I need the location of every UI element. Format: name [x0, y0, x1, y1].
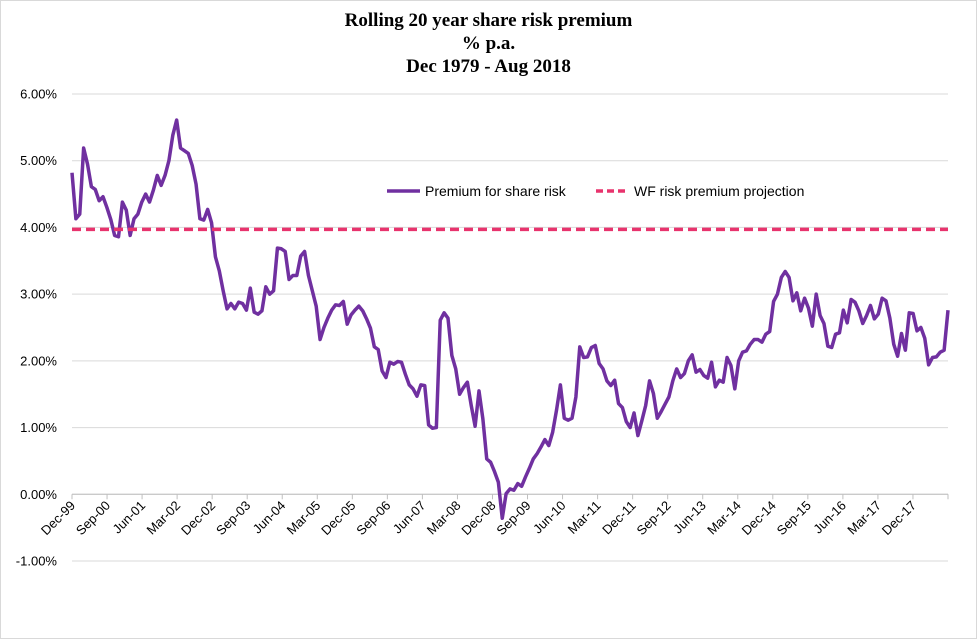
y-tick-label: 4.00% — [20, 220, 57, 235]
x-tick-label: Dec-14 — [739, 498, 779, 538]
legend-label-wf-projection: WF risk premium projection — [634, 183, 804, 199]
legend-label-premium: Premium for share risk — [425, 183, 567, 199]
x-axis: Dec-99Sep-00Jun-01Mar-02Dec-02Sep-03Jun-… — [38, 493, 949, 538]
x-tick-label: Dec-05 — [318, 498, 358, 538]
chart-title: Rolling 20 year share risk premium — [344, 10, 633, 31]
x-tick-label: Dec-99 — [38, 498, 78, 538]
x-tick-label: Jun-04 — [250, 498, 289, 537]
x-tick-label: Dec-11 — [599, 498, 639, 538]
x-tick-label: Dec-17 — [879, 498, 919, 538]
x-tick-label: Mar-02 — [144, 498, 184, 538]
x-tick-label: Mar-17 — [844, 498, 884, 538]
chart-subtitle: % p.a. — [461, 33, 516, 54]
chart-period: Dec 1979 - Aug 2018 — [406, 56, 571, 77]
legend: Premium for share risk WF risk premium p… — [387, 183, 804, 199]
x-tick-label: Mar-14 — [704, 498, 744, 538]
x-tick-label: Sep-12 — [634, 498, 674, 538]
x-tick-label: Mar-11 — [565, 498, 604, 537]
y-tick-label: 1.00% — [20, 420, 57, 435]
y-tick-label: -1.00% — [16, 554, 58, 569]
x-tick-label: Mar-08 — [424, 498, 464, 538]
y-tick-label: 5.00% — [20, 153, 57, 168]
x-tick-label: Dec-02 — [178, 498, 218, 538]
x-tick-label: Jun-01 — [109, 498, 148, 537]
y-axis-ticks: -1.00% 0.00% 1.00% 2.00% 3.00% 4.00% 5.00% 6.00… — [16, 87, 58, 569]
series-lines — [70, 118, 950, 521]
x-tick-label: Jun-10 — [530, 498, 569, 537]
x-tick-label: Jun-16 — [810, 498, 849, 537]
x-tick-label: Sep-03 — [213, 498, 253, 538]
y-tick-label: 0.00% — [20, 487, 57, 502]
x-tick-label: Jun-13 — [670, 498, 709, 537]
y-tick-label: 2.00% — [20, 353, 57, 368]
x-tick-label: Sep-15 — [774, 498, 814, 538]
x-tick-label: Jun-07 — [390, 498, 429, 537]
series-line-premium — [70, 118, 950, 521]
x-tick-label: Mar-05 — [284, 498, 324, 538]
y-tick-label: 6.00% — [20, 87, 57, 102]
y-tick-label: 3.00% — [20, 287, 57, 302]
x-tick-label: Sep-06 — [353, 498, 393, 538]
x-tick-label: Sep-00 — [73, 498, 113, 538]
x-tick-label: Dec-08 — [458, 498, 498, 538]
